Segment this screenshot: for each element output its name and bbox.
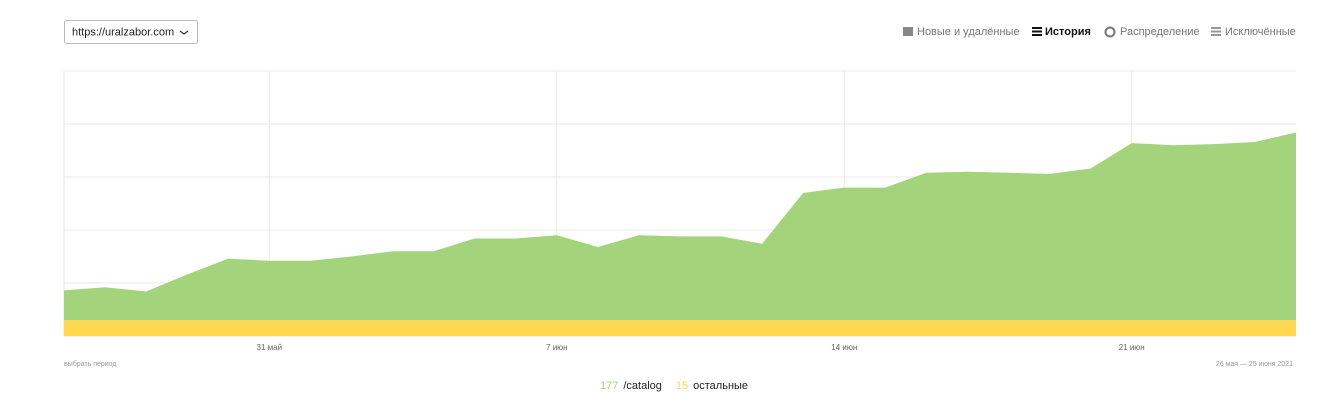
tab[interactable]: Исключённые: [1225, 26, 1296, 38]
tab-icon: [1032, 27, 1042, 36]
x-tick-label: 7 июн: [546, 343, 568, 352]
plot: 31 май 7 июн 14 июн 21 июн: [64, 70, 1296, 352]
site-dropdown[interactable]: https://uralzabor.com: [64, 20, 198, 44]
legend-label: остальные: [693, 380, 748, 392]
dropdown-text[interactable]: https://uralzabor.com: [72, 26, 174, 38]
tab[interactable]: История: [1045, 26, 1091, 38]
legend-value: 15: [676, 380, 688, 392]
legend: 177/catalog 15 остальные: [600, 380, 748, 392]
area: [64, 320, 1296, 336]
x-tick-label: 31 май: [257, 343, 283, 352]
dropdown-box[interactable]: [64, 20, 198, 44]
area: [64, 132, 1296, 321]
x-tick-label: 14 июн: [831, 343, 857, 352]
tabs: Новые и удалённые История Распределение …: [903, 26, 1296, 38]
date-range: 26 мая — 25 июня 2021: [1216, 361, 1293, 368]
tab-icon: [903, 27, 913, 36]
period-link[interactable]: выбрать период: [64, 360, 117, 368]
dropdown-chevron: [179, 30, 189, 35]
legend-value: 177: [600, 380, 618, 392]
x-tick-label: 21 июн: [1119, 343, 1145, 352]
tab-icon: [1104, 26, 1116, 38]
legend-label: /catalog: [623, 380, 662, 392]
tab[interactable]: Распределение: [1120, 26, 1200, 38]
tab-icon: [1211, 27, 1221, 36]
tab[interactable]: Новые и удалённые: [917, 26, 1020, 38]
